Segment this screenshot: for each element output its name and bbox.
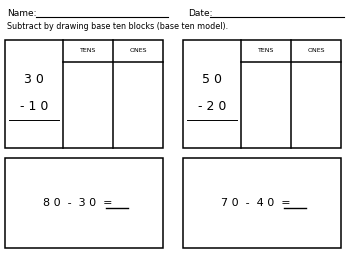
Bar: [5, 40, 163, 148]
Text: 7 0  -  4 0  =: 7 0 - 4 0 =: [221, 198, 290, 208]
Text: 3 0: 3 0: [24, 73, 44, 86]
Text: - 2 0: - 2 0: [198, 100, 226, 113]
Text: 8 0  -  3 0  =: 8 0 - 3 0 =: [43, 198, 112, 208]
Text: Subtract by drawing base ten blocks (base ten model).: Subtract by drawing base ten blocks (bas…: [7, 22, 228, 31]
Text: Name:: Name:: [7, 9, 36, 18]
Text: - 1 0: - 1 0: [20, 100, 48, 113]
Text: ONES: ONES: [130, 48, 147, 53]
Bar: [183, 40, 341, 148]
Text: TENS: TENS: [258, 48, 274, 53]
Bar: [183, 158, 341, 248]
Bar: [5, 158, 163, 248]
Text: ONES: ONES: [307, 48, 325, 53]
Text: TENS: TENS: [80, 48, 97, 53]
Text: Date:: Date:: [188, 9, 212, 18]
Text: 5 0: 5 0: [202, 73, 222, 86]
